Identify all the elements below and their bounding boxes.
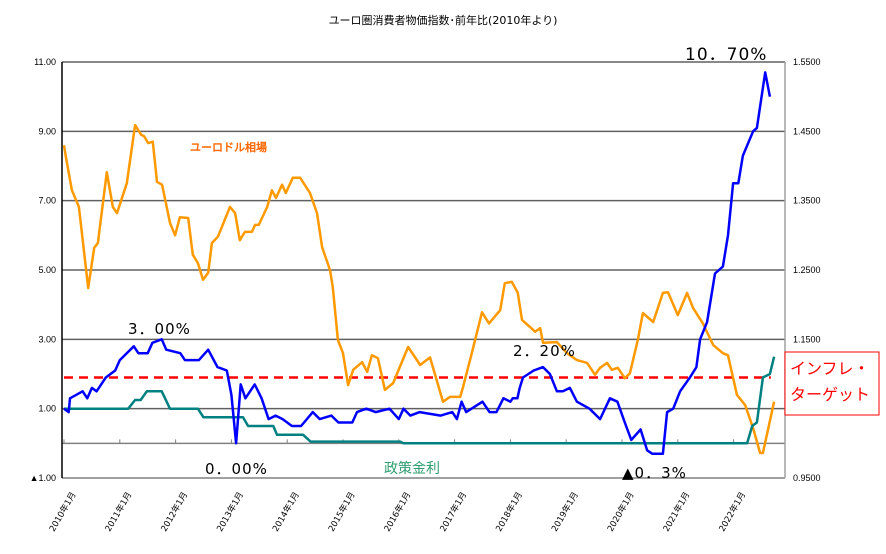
x-tick-label: 2018年1月: [493, 490, 525, 534]
x-tick-label: 2016年1月: [382, 490, 414, 534]
x-tick-label: 2020年1月: [605, 490, 637, 534]
eurusd-label: ユーロドル相場: [190, 140, 267, 154]
annotation-cpi-peak: 10．70%: [685, 45, 767, 65]
x-tick-label: 2017年1月: [438, 490, 470, 534]
right-tick-label: 1.4500: [793, 126, 821, 136]
left-tick-label: 9.00: [38, 126, 56, 136]
x-tick-label: 2010年1月: [47, 490, 79, 534]
inflation-target-callout: インフレ・ ターゲット: [784, 351, 880, 416]
left-tick-label: 3.00: [38, 334, 56, 344]
x-tick-label: 2019年1月: [549, 490, 581, 534]
chart-title: ユーロ圏消費者物価指数･前年比(2010年より): [329, 13, 558, 27]
right-tick-label: 1.5500: [793, 57, 821, 67]
right-tick-label: 1.3500: [793, 196, 821, 206]
left-tick-label: 1.00: [38, 404, 56, 414]
left-tick-label: 5.00: [38, 265, 56, 275]
x-tick-label: 2021年1月: [661, 490, 693, 534]
left-tick-label: 7.00: [38, 196, 56, 206]
right-tick-label: 1.1500: [793, 334, 821, 344]
x-tick-label: 2011年1月: [103, 490, 135, 534]
series-line-0: [63, 71, 772, 455]
x-tick-label: 2015年1月: [326, 490, 358, 534]
right-tick-label: 1.2500: [793, 265, 821, 275]
series-line-2: [64, 356, 776, 445]
series-lines: [62, 71, 776, 455]
x-tick-label: 2013年1月: [214, 490, 246, 534]
x-tick-label: 2014年1月: [270, 490, 302, 534]
x-tick-label: 2022年1月: [717, 490, 749, 534]
left-tick-label: ▲1.00: [30, 473, 56, 483]
annotation-cpi-2011: 3．00%: [128, 320, 191, 338]
annotation-cpi-low: ▲0．3%: [622, 464, 687, 482]
right-tick-label: 0.9500: [793, 473, 821, 483]
annotation-rate-zero: 0．00%: [205, 460, 268, 478]
series-line-1: [62, 123, 776, 455]
policy-rate-label: 政策金利: [384, 460, 440, 477]
left-tick-label: 11.00: [34, 57, 56, 67]
x-tick-label: 2012年1月: [159, 490, 191, 534]
inflation-target-label-line1: インフレ・: [790, 359, 870, 378]
gridlines: [62, 61, 785, 479]
annotation-cpi-2018: 2．20%: [513, 342, 576, 360]
inflation-target-label-line2: ターゲット: [790, 385, 870, 404]
